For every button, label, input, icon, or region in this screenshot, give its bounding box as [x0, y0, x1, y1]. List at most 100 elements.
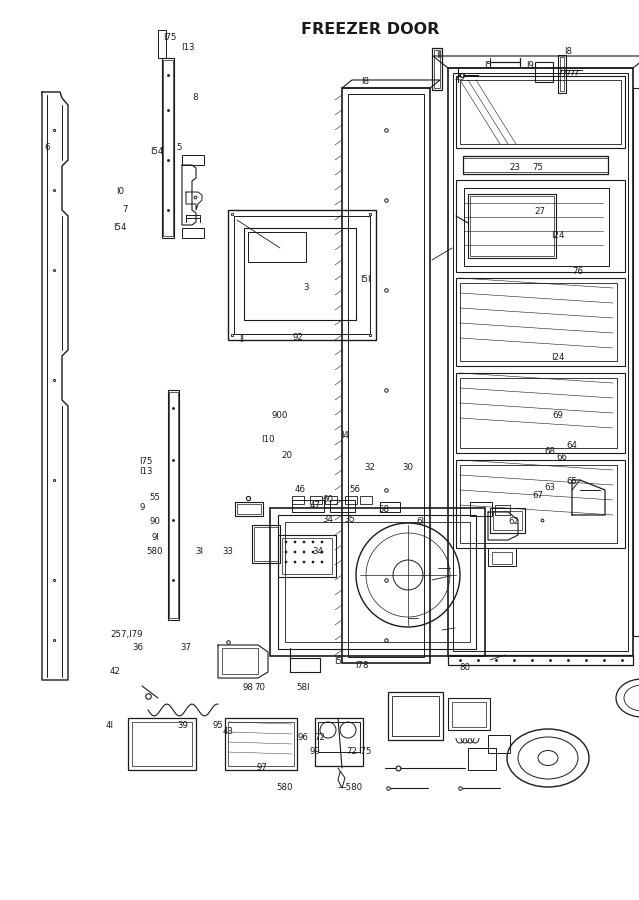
Bar: [278, 535, 336, 577]
Bar: [392, 696, 439, 736]
Text: 33: 33: [222, 547, 233, 556]
Bar: [222, 648, 258, 674]
Bar: [463, 158, 608, 172]
Bar: [182, 155, 204, 165]
Text: 70: 70: [254, 683, 265, 692]
Text: 42: 42: [109, 668, 121, 677]
Bar: [456, 460, 625, 548]
Bar: [456, 76, 625, 148]
Text: 92: 92: [293, 334, 304, 343]
Bar: [470, 196, 554, 256]
Bar: [492, 552, 512, 564]
Text: I13: I13: [181, 43, 195, 52]
Bar: [633, 88, 639, 636]
Text: 99: 99: [310, 748, 320, 757]
Text: 257,I79: 257,I79: [111, 631, 143, 640]
Text: 96: 96: [298, 734, 309, 742]
Bar: [456, 278, 625, 366]
Text: 20: 20: [282, 451, 293, 460]
Text: 8: 8: [192, 94, 197, 103]
Bar: [318, 722, 360, 752]
Text: I75: I75: [139, 457, 153, 466]
Text: 63: 63: [544, 483, 555, 492]
Text: 5: 5: [176, 143, 181, 152]
Bar: [460, 378, 617, 448]
Bar: [270, 508, 485, 656]
Bar: [168, 390, 179, 620]
Text: 98: 98: [243, 683, 254, 692]
Text: 80: 80: [459, 663, 470, 672]
Bar: [278, 515, 476, 649]
Bar: [235, 502, 263, 516]
Text: I24: I24: [551, 230, 565, 239]
Text: 3I: 3I: [195, 547, 203, 556]
Text: 3: 3: [304, 284, 309, 292]
Text: 58: 58: [378, 506, 390, 515]
Bar: [493, 511, 522, 530]
Text: I5: I5: [484, 60, 492, 69]
Bar: [558, 55, 566, 93]
Text: 68: 68: [544, 447, 555, 456]
Text: 37: 37: [180, 644, 192, 652]
Bar: [342, 88, 430, 663]
Bar: [252, 525, 280, 563]
Bar: [490, 508, 525, 533]
Text: I9: I9: [526, 60, 534, 69]
Bar: [380, 502, 400, 512]
Text: I10: I10: [261, 436, 275, 445]
Text: 30: 30: [403, 464, 413, 472]
Text: 6I: 6I: [416, 518, 424, 526]
Bar: [228, 722, 294, 766]
Bar: [158, 30, 166, 58]
Text: 36: 36: [132, 644, 144, 652]
Bar: [456, 180, 625, 272]
Bar: [535, 62, 553, 82]
Bar: [470, 502, 492, 516]
Bar: [169, 392, 178, 618]
Text: I5: I5: [334, 658, 342, 667]
Bar: [237, 504, 261, 514]
Text: 67: 67: [532, 491, 544, 500]
Text: 9I: 9I: [151, 534, 159, 543]
Bar: [360, 496, 372, 504]
Text: 43: 43: [222, 727, 233, 736]
Bar: [456, 373, 625, 453]
Bar: [315, 718, 363, 766]
Bar: [282, 538, 332, 574]
Bar: [244, 228, 356, 320]
Bar: [128, 718, 196, 770]
Text: 6: 6: [44, 143, 50, 152]
Text: 60: 60: [323, 496, 334, 505]
Bar: [453, 73, 628, 651]
Bar: [292, 496, 304, 504]
Bar: [460, 283, 617, 361]
Text: I0: I0: [116, 187, 124, 196]
Bar: [448, 655, 633, 665]
Text: 58I: 58I: [296, 683, 310, 692]
Text: 34: 34: [323, 516, 334, 525]
Text: 46: 46: [295, 485, 305, 494]
Bar: [448, 68, 633, 656]
Bar: [460, 80, 621, 144]
Text: I75: I75: [358, 748, 372, 757]
Text: III: III: [436, 50, 443, 59]
Bar: [330, 500, 355, 512]
Bar: [228, 210, 376, 340]
Bar: [464, 188, 609, 266]
Bar: [254, 527, 278, 561]
Text: 580: 580: [147, 547, 163, 556]
Text: 29: 29: [454, 74, 465, 83]
Text: 97: 97: [257, 763, 268, 772]
Bar: [163, 60, 173, 236]
Bar: [468, 194, 556, 258]
Bar: [292, 500, 324, 512]
Text: 23: 23: [509, 164, 521, 173]
Text: —580: —580: [337, 784, 362, 793]
Bar: [132, 722, 192, 766]
Text: 64: 64: [567, 440, 578, 449]
Bar: [434, 50, 440, 88]
Text: 47: 47: [309, 500, 321, 509]
Bar: [560, 57, 564, 91]
Text: 72: 72: [346, 748, 357, 757]
Text: I24: I24: [551, 354, 565, 363]
